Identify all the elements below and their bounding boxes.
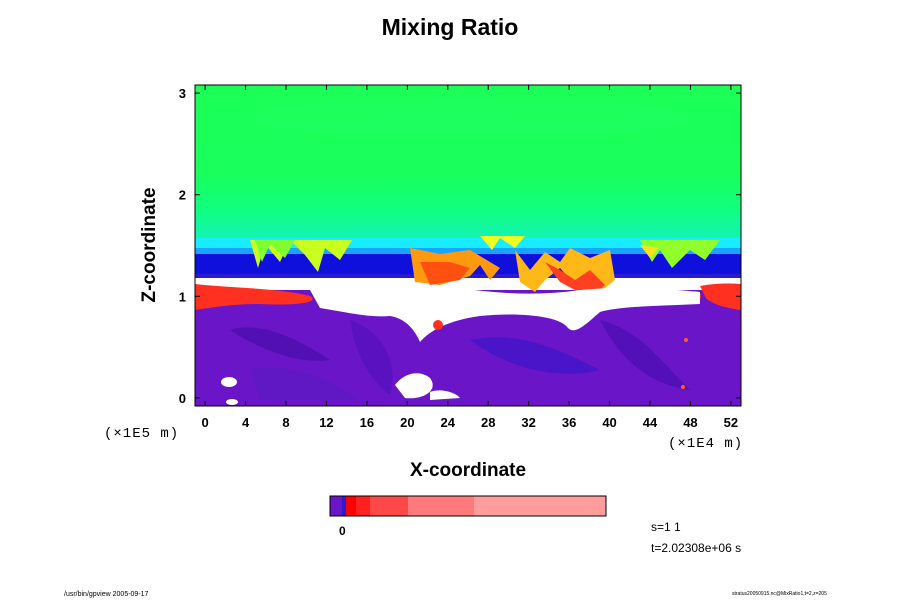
red-blob — [681, 385, 685, 389]
red-plume — [545, 262, 605, 295]
x-tick-label: 16 — [360, 415, 374, 430]
purple-swirl — [250, 367, 360, 400]
purple-swirl — [600, 320, 690, 390]
red-blob — [684, 338, 688, 342]
x-tick-label: 4 — [242, 415, 250, 430]
y-axis-label: Z-coordinate — [139, 187, 160, 303]
red-blob — [433, 320, 443, 330]
purple-swirl — [350, 320, 393, 395]
x-tick-label: 48 — [683, 415, 697, 430]
white-patch — [430, 390, 460, 400]
white-patch — [226, 399, 238, 405]
plot-frame — [194, 84, 742, 407]
yellow-plume — [480, 236, 525, 250]
colorbar-segment — [356, 496, 370, 516]
white-cloud-gap — [310, 284, 700, 342]
green-shading — [250, 98, 690, 138]
x-tick-label: 52 — [724, 415, 738, 430]
chart-title: Mixing Ratio — [381, 14, 519, 40]
footer-command: /usr/bin/gpview 2005-09-17 — [64, 591, 149, 598]
step-annotation: s=1 1 — [651, 520, 681, 534]
x-tick-label: 0 — [201, 415, 208, 430]
x-tick-label: 36 — [562, 415, 576, 430]
purple-swirl — [470, 337, 600, 374]
red-orange-plume — [420, 262, 470, 285]
colorbar-segment — [342, 496, 346, 516]
green-plume — [255, 240, 295, 262]
yellow-plume — [640, 245, 658, 258]
red-cloud-layer — [195, 284, 313, 310]
x-tick-label: 20 — [400, 415, 414, 430]
y-tick-label: 2 — [179, 188, 186, 203]
purple-swirl — [230, 327, 330, 361]
field-layers — [195, 85, 741, 406]
x-tick-label: 44 — [643, 415, 658, 430]
colorbar-segment — [370, 496, 408, 516]
x-axis-unit: (×1E4 m) — [668, 436, 744, 452]
green-plume — [640, 240, 720, 268]
time-annotation: t=2.02308e+06 s — [651, 541, 742, 555]
y-axis-ticks: 0 1 2 3 — [179, 86, 741, 406]
y-tick-label: 1 — [179, 289, 186, 304]
white-patch — [221, 377, 237, 387]
colorbar-label: 0 — [339, 524, 346, 538]
x-axis-label: X-coordinate — [409, 460, 527, 481]
x-tick-label: 24 — [441, 415, 456, 430]
x-axis-ticks: 0 4 8 12 16 20 24 28 32 36 40 44 48 52 — [201, 85, 738, 430]
footer-source: stratus20050915.nc@MixRatio1,t=2,z=205 — [732, 591, 827, 597]
x-tick-label: 12 — [319, 415, 333, 430]
y-tick-label: 0 — [179, 391, 186, 406]
colorbar-frame — [329, 495, 607, 517]
cyan-band — [195, 238, 741, 248]
x-tick-label: 40 — [602, 415, 616, 430]
y-tick-label: 3 — [179, 86, 186, 101]
x-tick-label: 32 — [521, 415, 535, 430]
x-tick-label: 8 — [282, 415, 289, 430]
x-tick-label: 28 — [481, 415, 495, 430]
colorbar-segment — [330, 496, 342, 516]
colorbar-segment — [408, 496, 474, 516]
colorbar-segment — [346, 496, 356, 516]
colorbar — [330, 496, 606, 516]
white-patch — [395, 373, 433, 399]
red-cloud-layer — [700, 283, 741, 310]
y-axis-unit: (×1E5 m) — [104, 426, 180, 442]
colorbar-segment — [474, 496, 606, 516]
